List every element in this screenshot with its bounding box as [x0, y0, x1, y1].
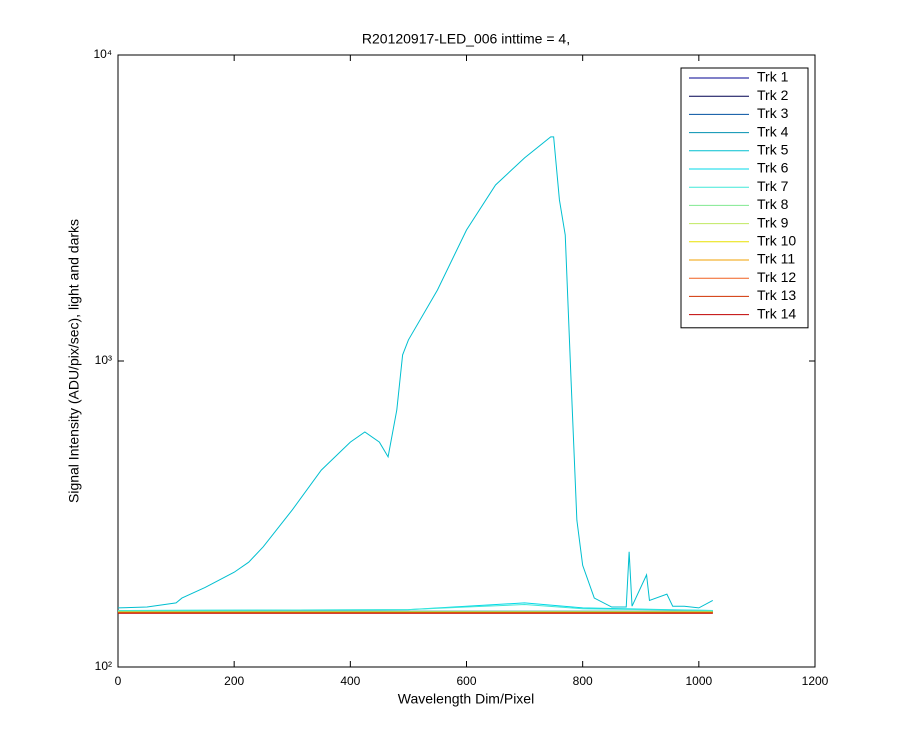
- legend-label: Trk 6: [757, 160, 789, 176]
- x-tick-label: 200: [224, 674, 244, 688]
- legend-label: Trk 12: [757, 269, 796, 285]
- y-tick-label: 10³: [95, 353, 112, 367]
- x-tick-label: 1000: [685, 674, 712, 688]
- x-tick-label: 600: [456, 674, 476, 688]
- legend-label: Trk 3: [757, 105, 789, 121]
- legend-label: Trk 2: [757, 87, 789, 103]
- legend-label: Trk 11: [757, 251, 795, 267]
- y-tick-label: 10⁴: [93, 47, 112, 61]
- chart-title: R20120917-LED_006 inttime = 4,: [362, 31, 570, 47]
- y-axis-label: Signal Intensity (ADU/pix/sec), light an…: [66, 219, 82, 503]
- series-line: [117, 136, 714, 609]
- legend-label: Trk 14: [757, 305, 796, 321]
- legend-label: Trk 4: [757, 123, 789, 139]
- x-tick-label: 800: [573, 674, 593, 688]
- legend-label: Trk 1: [757, 69, 789, 85]
- y-tick-label: 10²: [95, 659, 112, 673]
- legend-label: Trk 13: [757, 287, 796, 303]
- legend-box: [680, 67, 809, 329]
- legend-label: Trk 8: [757, 196, 789, 212]
- x-tick-label: 1200: [802, 674, 829, 688]
- series-line: [117, 604, 713, 611]
- x-axis-label: Wavelength Dim/Pixel: [398, 691, 534, 707]
- legend-label: Trk 7: [757, 178, 789, 194]
- x-tick-label: 400: [340, 674, 360, 688]
- x-tick-label: 0: [115, 674, 122, 688]
- legend-label: Trk 9: [757, 214, 789, 230]
- legend-label: Trk 5: [757, 142, 789, 158]
- legend-label: Trk 10: [757, 233, 796, 249]
